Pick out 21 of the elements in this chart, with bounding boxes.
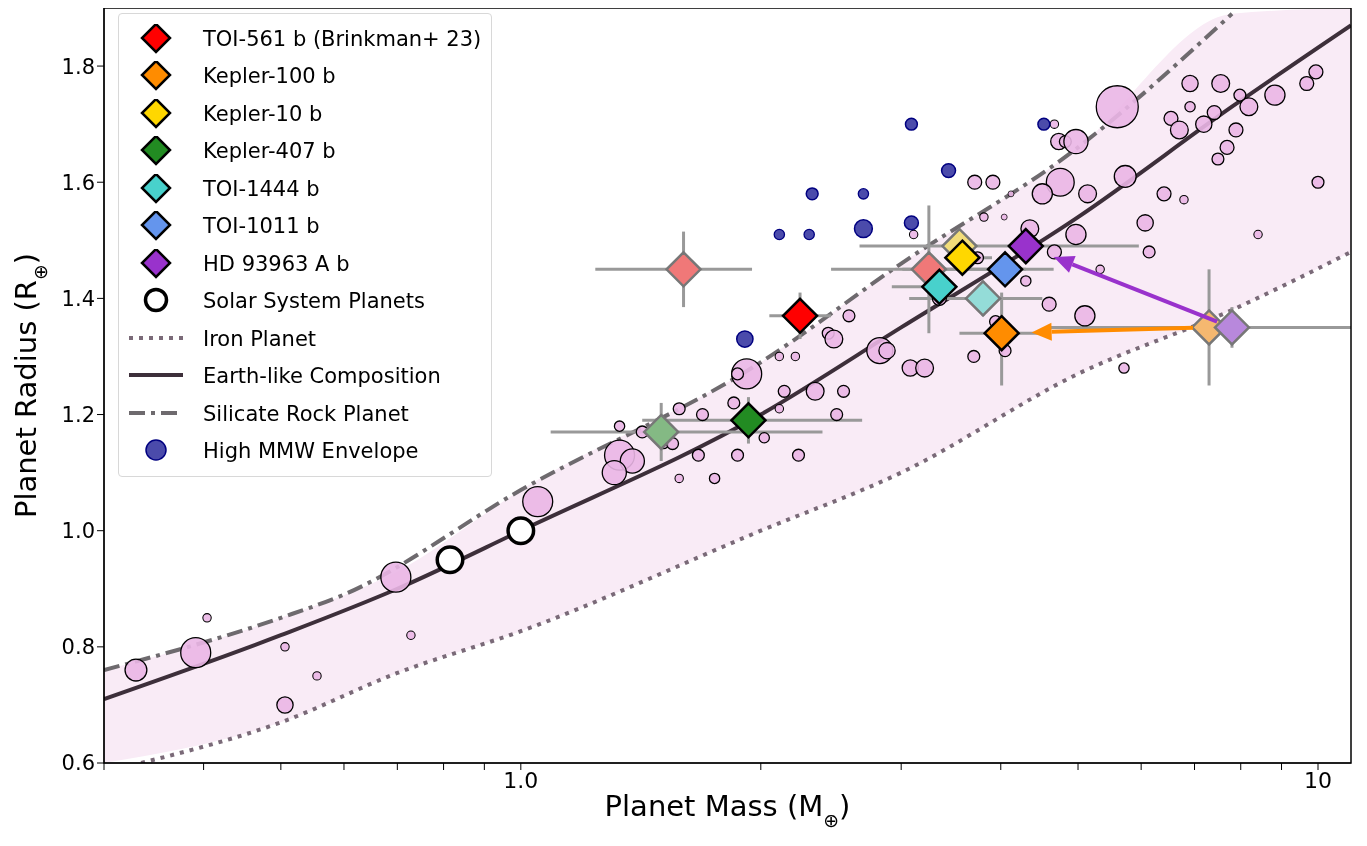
legend-label: Solar System Planets: [203, 289, 425, 314]
legend-label: Iron Planet: [203, 326, 317, 351]
legend-label: TOI-561 b (Brinkman+ 23): [203, 26, 482, 51]
y-tick-label: 0.6: [61, 751, 95, 776]
y-tick-label: 1.0: [61, 519, 95, 544]
legend-label: TOI-1444 b: [203, 176, 320, 201]
legend-label: High MMW Envelope: [203, 439, 419, 464]
legend-label: Kepler-407 b: [203, 139, 336, 164]
legend-label: Kepler-100 b: [203, 64, 336, 89]
y-tick-label: 0.8: [61, 635, 95, 660]
legend-label: TOI-1011 b: [203, 214, 320, 239]
y-tick-label: 1.8: [61, 54, 95, 79]
y-tick-label: 1.2: [61, 402, 95, 427]
x-axis-title: Planet Mass (M$_{⊕}$): [604, 789, 851, 831]
legend-label: Earth-like Composition: [203, 364, 441, 389]
legend-label: Silicate Rock Planet: [203, 401, 409, 426]
y-tick-label: 1.4: [61, 286, 95, 311]
y-tick-label: 1.6: [61, 170, 95, 195]
legend-label: HD 93963 A b: [203, 251, 350, 276]
x-tick-label: 10: [1304, 767, 1332, 793]
legend-label: Kepler-10 b: [203, 101, 323, 126]
